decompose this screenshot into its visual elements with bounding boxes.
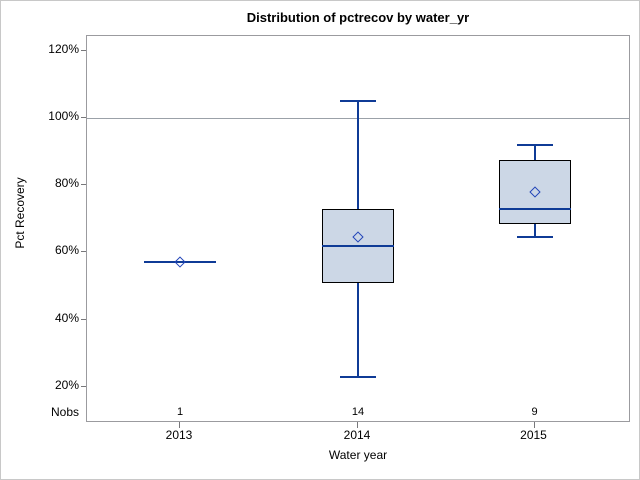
nobs-value-2013: 1 [176, 406, 184, 418]
y-tick-mark-80 [81, 184, 86, 185]
y-tick-mark-120 [81, 50, 86, 51]
nobs-value-2015: 9 [531, 406, 538, 418]
y-tick-mark-60 [81, 251, 86, 252]
whisker-cap-top-2014 [340, 100, 376, 103]
y-tick-label-100: 100% [48, 108, 79, 123]
y-tick-mark-20 [81, 386, 86, 387]
box-2015 [498, 159, 571, 224]
plot-area: 1 14 9 [86, 35, 630, 422]
x-tick-label-2013: 2013 [165, 428, 193, 442]
nobs-row-label: Nobs [50, 405, 79, 419]
median-line-2014 [322, 244, 394, 247]
x-tick-mark-2013 [179, 422, 180, 428]
y-tick-label-20: 20% [54, 377, 79, 392]
x-tick-mark-2014 [357, 422, 358, 428]
chart-title: Distribution of pctrecov by water_yr [246, 10, 470, 25]
y-tick-mark-40 [81, 319, 86, 320]
median-line-2015 [498, 207, 571, 210]
y-tick-mark-100 [81, 117, 86, 118]
y-tick-label-120: 120% [48, 41, 79, 56]
y-tick-label-60: 60% [54, 243, 79, 258]
y-tick-label-80: 80% [54, 176, 79, 191]
x-tick-mark-2015 [534, 422, 535, 428]
whisker-cap-bottom-2014 [340, 375, 376, 378]
median-line-2013 [144, 261, 216, 264]
nobs-value-2014: 14 [351, 406, 365, 418]
whisker-cap-top-2015 [516, 143, 553, 146]
x-tick-label-2015: 2015 [520, 428, 547, 442]
x-axis-title: Water year [328, 448, 388, 462]
y-tick-label-40: 40% [54, 310, 79, 325]
x-tick-label-2014: 2014 [343, 428, 371, 442]
y-axis-title: Pct Recovery [13, 177, 27, 249]
mean-marker-2013 [174, 256, 186, 269]
whisker-cap-bottom-2015 [516, 236, 553, 239]
